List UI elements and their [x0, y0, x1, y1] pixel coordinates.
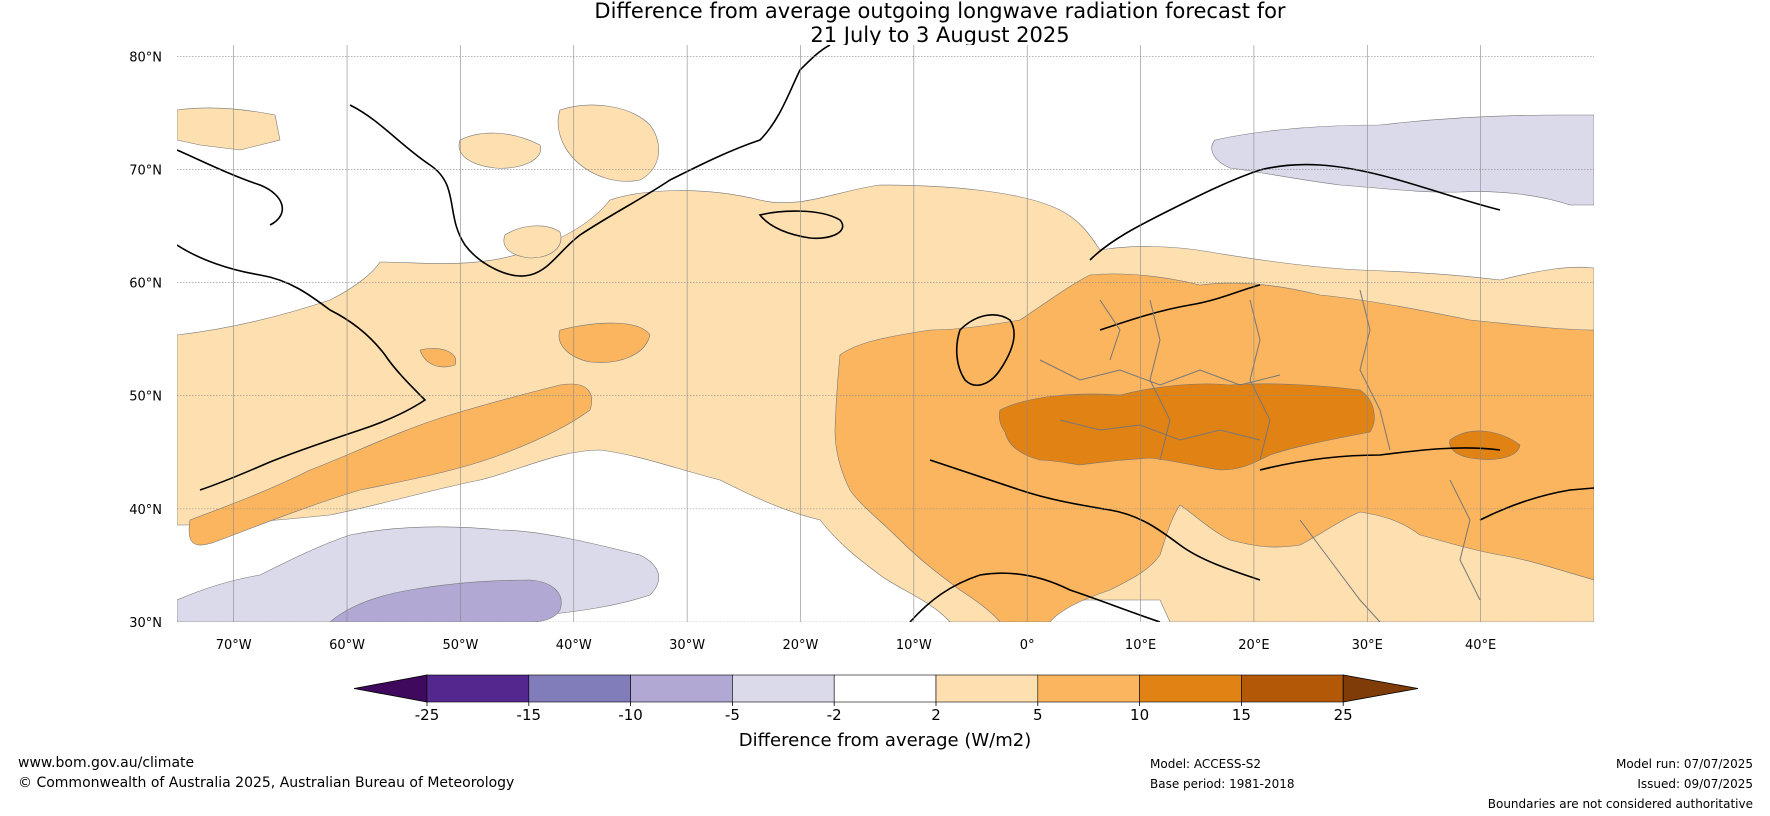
colorbar-tick-label: 5: [1033, 706, 1043, 724]
map-title: Difference from average outgoing longwav…: [440, 0, 1440, 47]
anomaly-minus5-to-minus10: [329, 579, 562, 622]
longitude-label: 50°W: [442, 638, 478, 653]
colorbar-tick-label: -10: [618, 706, 643, 724]
longitude-label: 40°E: [1465, 638, 1496, 653]
longitude-label: 20°E: [1238, 638, 1269, 653]
longitude-label: 30°E: [1352, 638, 1383, 653]
latitude-label: 30°N: [129, 616, 162, 631]
latitude-label: 50°N: [129, 390, 162, 405]
colorbar-tick-label: -25: [415, 706, 440, 724]
colorbar-segment: [1139, 674, 1242, 703]
latitude-label: 80°N: [129, 50, 162, 65]
longitude-label: 70°W: [216, 638, 252, 653]
colorbar-segment: [528, 674, 631, 703]
website-text: www.bom.gov.au/climate: [18, 755, 195, 771]
colorbar-tick-label: 15: [1232, 706, 1251, 724]
coastlines: [177, 45, 1594, 622]
map-title-line1: Difference from average outgoing longwav…: [594, 0, 1286, 23]
longitude-label: 0°: [1020, 638, 1035, 653]
colorbar-tick-label: -5: [725, 706, 740, 724]
colorbar-tick-label: -2: [827, 706, 842, 724]
colorbar-extend-low: [353, 674, 428, 703]
colorbar-segment: [630, 674, 733, 703]
longitude-label: 10°E: [1125, 638, 1156, 653]
colorbar-label: Difference from average (W/m2): [739, 730, 1031, 751]
colorbar-segment: [426, 674, 530, 703]
colorbar: -25 -15 -10 -5 -2 2 5 10 15 25: [353, 674, 1419, 724]
colorbar-segment: [1241, 674, 1344, 703]
longitude-label: 10°W: [896, 638, 932, 653]
model-run-text: Model run: 07/07/2025: [1615, 757, 1753, 771]
map-area: [177, 45, 1594, 622]
colorbar-segment: [935, 674, 1039, 703]
map-title-line2: 21 July to 3 August 2025: [810, 23, 1070, 47]
boundaries-disclaimer: Boundaries are not considered authoritat…: [1487, 797, 1753, 811]
longitude-label: 40°W: [556, 638, 592, 653]
latitude-labels: 80°N 70°N 60°N 50°N 40°N 30°N: [129, 50, 162, 631]
colorbar-segment: [833, 674, 937, 703]
colorbar-tick-label: 2: [931, 706, 941, 724]
colorbar-tick-label: -15: [517, 706, 542, 724]
base-period-text: Base period: 1981-2018: [1150, 777, 1295, 791]
graticule: [177, 45, 1594, 622]
latitude-label: 60°N: [129, 277, 162, 292]
longitude-labels: 70°W 60°W 50°W 40°W 30°W 20°W 10°W 0° 10°E 20°E 30…: [216, 638, 1497, 653]
longitude-label: 60°W: [329, 638, 365, 653]
latitude-label: 40°N: [129, 503, 162, 518]
longitude-label: 20°W: [783, 638, 819, 653]
colorbar-segment: [1037, 674, 1140, 703]
colorbar-tick-label: 25: [1334, 706, 1353, 724]
country-borders: [1039, 289, 1481, 622]
colorbar-tick-label: 10: [1130, 706, 1149, 724]
model-text: Model: ACCESS-S2: [1150, 757, 1262, 771]
longitude-label: 30°W: [669, 638, 705, 653]
colorbar-extend-high: [1342, 674, 1419, 703]
colorbar-segment: [732, 674, 835, 703]
issued-text: Issued: 09/07/2025: [1637, 777, 1753, 791]
anomaly-10-to-15: [998, 383, 1521, 471]
latitude-label: 70°N: [129, 163, 162, 178]
copyright-text: © Commonwealth of Australia 2025, Austra…: [18, 775, 515, 791]
